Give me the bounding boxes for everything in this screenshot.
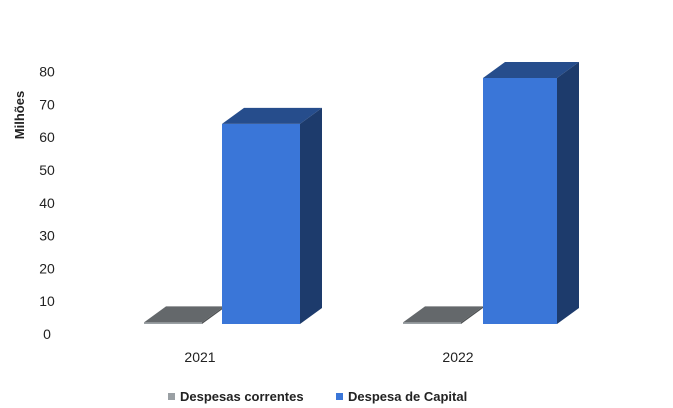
legend-swatch <box>336 393 343 400</box>
bar-2022-despesa-de-capital <box>483 62 579 324</box>
y-tick-50: 50 <box>39 162 55 178</box>
y-axis-label: Milhões <box>12 91 27 139</box>
legend-label: Despesa de Capital <box>348 389 467 404</box>
x-tick-2022: 2022 <box>442 349 473 365</box>
y-axis-ticks: 0 10 20 30 40 50 60 70 80 <box>39 64 55 342</box>
y-tick-40: 40 <box>39 195 55 211</box>
x-axis-categories: 2021 2022 <box>184 349 473 365</box>
y-tick-0: 0 <box>43 326 51 342</box>
legend: Despesas correntes Despesa de Capital <box>168 389 467 404</box>
y-tick-10: 10 <box>39 293 55 309</box>
bar-2022-despesas-correntes <box>403 306 483 324</box>
legend-item-despesa-de-capital: Despesa de Capital <box>336 389 467 404</box>
y-tick-30: 30 <box>39 228 55 244</box>
y-tick-70: 70 <box>39 96 55 112</box>
bars <box>144 62 579 324</box>
bar-2021-despesa-de-capital <box>222 107 322 324</box>
y-tick-60: 60 <box>39 129 55 145</box>
legend-item-despesas-correntes: Despesas correntes <box>168 389 304 404</box>
bar-2021-despesas-correntes <box>144 306 224 324</box>
y-tick-20: 20 <box>39 260 55 276</box>
legend-swatch <box>168 393 175 400</box>
legend-label: Despesas correntes <box>180 389 304 404</box>
x-tick-2021: 2021 <box>184 349 215 365</box>
y-tick-80: 80 <box>39 64 55 80</box>
